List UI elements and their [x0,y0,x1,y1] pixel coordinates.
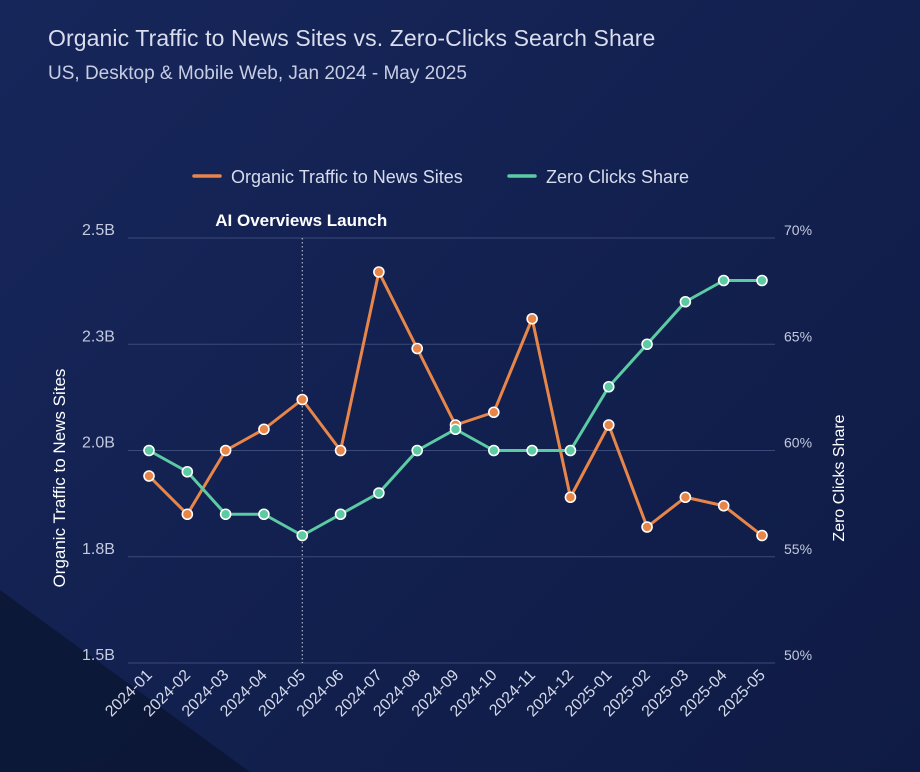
data-point [258,508,270,521]
right-tick-label: 70% [784,222,812,238]
left-tick-label: 1.8B [82,541,115,558]
right-axis-label: Zero Clicks Share [831,414,848,541]
data-point [526,444,538,457]
chart-subtitle: US, Desktop & Mobile Web, Jan 2024 - May… [48,63,467,84]
right-tick-label: 65% [784,328,812,344]
right-tick-label: 50% [784,647,812,663]
data-point [373,487,385,499]
data-point [488,406,500,419]
series-line [148,279,762,537]
data-point [258,423,270,436]
legend-label: Zero Clicks Share [546,167,689,187]
data-point [756,274,768,287]
left-tick-label: 2.5B [82,222,115,239]
data-point [602,419,615,431]
data-point [143,470,155,482]
grid-lines [128,237,775,664]
data-point [334,444,347,457]
series-line [147,270,763,537]
data-point [602,380,615,393]
data-point [219,508,232,521]
data-point [411,444,423,457]
series-layer [143,266,768,542]
right-tick-label: 60% [784,435,812,451]
data-point [717,499,730,512]
data-point [641,338,653,351]
left-tick-label: 2.3B [82,328,115,345]
left-tick-label: 1.5B [82,647,115,664]
data-point [449,423,462,436]
data-point [411,342,423,355]
left-axis-label: Organic Traffic to News Sites [50,369,69,588]
chart-title: Organic Traffic to News Sites vs. Zero-C… [48,25,656,51]
data-point [219,444,232,457]
data-point [373,266,385,278]
axes-layer: 1.5B 1.8B 2.0B 2.3B 2.5B 50% 55% 60% 65% 70% Organ… [50,222,848,720]
data-point [296,393,309,406]
data-point [488,444,500,457]
annotation-layer: AI Overviews Launch [215,211,387,663]
data-point [679,295,692,308]
data-point [526,312,538,325]
left-tick-label: 2.0B [82,435,115,452]
data-point [564,444,577,457]
legend-label: Organic Traffic to News Sites [231,167,463,187]
data-point [641,521,653,533]
data-point [679,491,692,504]
data-point [717,274,730,287]
data-point [181,508,194,521]
data-point [181,465,194,478]
data-point [564,491,577,504]
data-point [334,508,347,521]
data-point [143,444,155,457]
legend: Organic Traffic to News Sites Zero Clicks… [192,167,689,187]
annotation-label: AI Overviews Launch [215,211,387,230]
right-tick-label: 55% [784,541,812,557]
data-point [296,529,309,542]
data-point [756,529,768,542]
